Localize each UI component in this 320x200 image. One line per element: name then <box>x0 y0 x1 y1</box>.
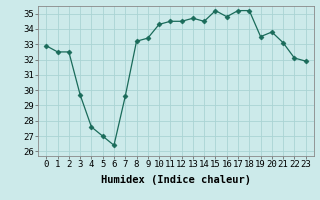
X-axis label: Humidex (Indice chaleur): Humidex (Indice chaleur) <box>101 175 251 185</box>
